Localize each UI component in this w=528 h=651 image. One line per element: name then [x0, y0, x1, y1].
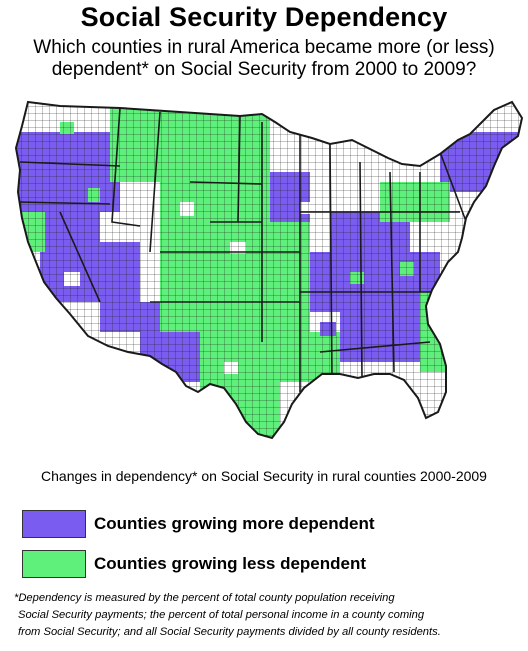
legend-item-more-dependent: Counties growing more dependent: [22, 510, 375, 538]
legend-title: Changes in dependency* on Social Securit…: [41, 468, 487, 484]
footnote: *Dependency is measured by the percent o…: [14, 590, 524, 641]
footnote-line-2: Social Security payments; the percent of…: [18, 609, 425, 621]
state-borders: [17, 107, 471, 392]
footnote-line-1: *Dependency is measured by the percent o…: [14, 592, 395, 604]
map-subtitle: Which counties in rural America became m…: [0, 37, 528, 81]
legend-label-more-dependent: Counties growing more dependent: [94, 514, 375, 533]
legend-item-less-dependent: Counties growing less dependent: [22, 550, 366, 578]
legend-swatch-less-dependent: [22, 550, 86, 578]
map-title: Social Security Dependency: [80, 2, 448, 32]
us-county-map: [0, 92, 528, 452]
legend-label-less-dependent: Counties growing less dependent: [94, 554, 367, 573]
legend-swatch-more-dependent: [22, 510, 86, 538]
footnote-line-3: from Social Security; and all Social Sec…: [18, 626, 441, 638]
subtitle-line-1: Which counties in rural America became m…: [33, 37, 495, 58]
subtitle-line-2: dependent* on Social Security from 2000 …: [51, 59, 477, 80]
